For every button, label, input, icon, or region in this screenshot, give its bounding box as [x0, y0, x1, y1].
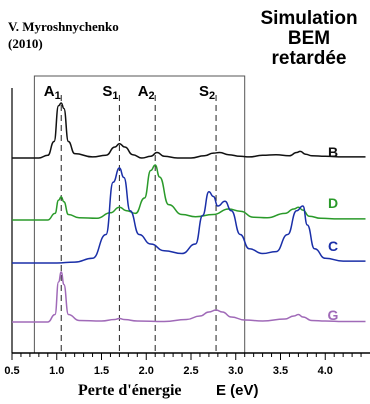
series-labels: B D C G — [328, 144, 339, 323]
x-tick-label: 2.5 — [183, 365, 198, 377]
chart-title-line3: retardée — [272, 48, 347, 69]
x-tick-label: 3.5 — [273, 365, 288, 377]
x-tick-label: 1.0 — [49, 365, 64, 377]
author-name: V. Myroshnychenko — [8, 19, 119, 34]
chart-title-line2: BEM — [288, 28, 330, 49]
x-tick-label: 1.5 — [94, 365, 109, 377]
peak-label-3: S2 — [199, 83, 215, 102]
series-label-B: B — [328, 144, 338, 160]
x-tick-label: 0.5 — [4, 365, 19, 377]
x-axis: 0.5 1.0 1.5 2.0 2.5 3.0 3.5 4.0 — [4, 352, 370, 377]
x-axis-unit: E (eV) — [216, 382, 259, 399]
x-axis-label: Perte d'énergie — [78, 382, 182, 399]
chart-title-line1: Simulation — [260, 8, 357, 29]
peak-guides — [60, 95, 217, 353]
peak-labels: A1 S1 A2 S2 — [44, 83, 215, 102]
author-year: (2010) — [8, 36, 43, 51]
series-line-B — [11, 102, 366, 159]
series-label-C: C — [328, 238, 338, 254]
peak-label-2: A2 — [138, 83, 155, 102]
series-line-D — [12, 164, 366, 221]
x-tick-label: 4.0 — [318, 365, 333, 377]
x-tick-label: 2.0 — [139, 365, 154, 377]
peak-label-0: A1 — [44, 83, 61, 102]
series-group — [11, 102, 366, 323]
series-label-G: G — [328, 307, 339, 323]
series-line-G — [12, 271, 366, 323]
peak-label-1: S1 — [102, 83, 118, 102]
series-label-D: D — [328, 195, 338, 211]
series-line-C — [12, 167, 366, 264]
x-tick-label: 3.0 — [228, 365, 243, 377]
